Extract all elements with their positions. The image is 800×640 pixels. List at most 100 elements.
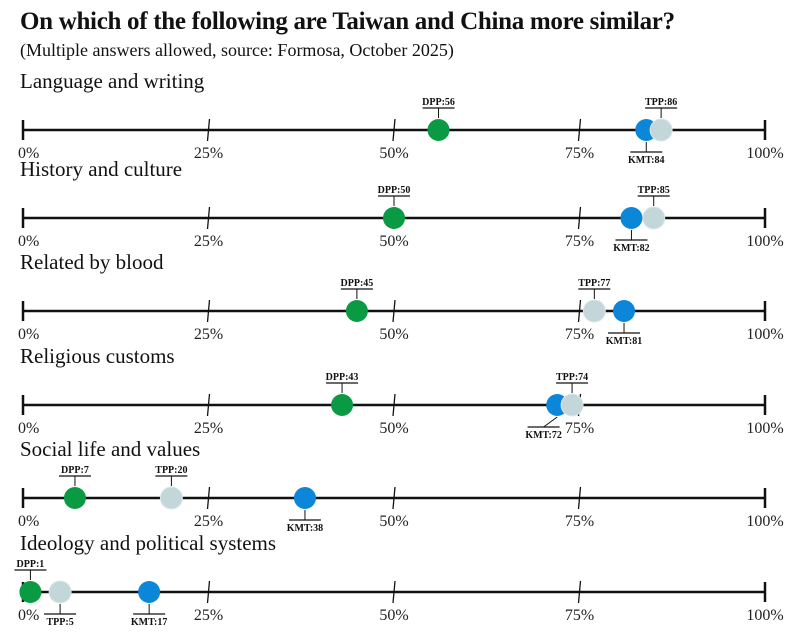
axis-tick xyxy=(206,206,211,230)
chart-subtitle: (Multiple answers allowed, source: Formo… xyxy=(20,40,454,60)
kmt-label-group: KMT:81 xyxy=(606,323,642,347)
chart-title: On which of the following are Taiwan and… xyxy=(20,8,675,35)
dpp-label-group: DPP:50 xyxy=(378,185,411,206)
dpp-value-label: DPP:7 xyxy=(61,465,89,476)
dpp-dot xyxy=(19,581,42,603)
tick-label: 75% xyxy=(565,420,594,437)
tick-label: 50% xyxy=(379,420,408,437)
axis-tick xyxy=(577,118,582,142)
category-label: History and culture xyxy=(20,157,182,181)
kmt-dot xyxy=(613,300,636,322)
dpp-label-group: DPP:7 xyxy=(58,465,91,486)
kmt-label-group: KMT:82 xyxy=(613,230,650,254)
tick-label: 50% xyxy=(379,513,408,530)
tick-label: 50% xyxy=(379,145,408,162)
kmt-leader-line xyxy=(543,416,558,428)
tpp-label-group: TPP:5 xyxy=(44,604,77,628)
dpp-value-label: DPP:50 xyxy=(378,185,411,196)
tick-label: 75% xyxy=(565,145,594,162)
category-label: Language and writing xyxy=(20,69,205,93)
tick-label: 100% xyxy=(746,607,783,624)
tick-label: 100% xyxy=(746,145,783,162)
axis-tick xyxy=(577,299,582,323)
category-label: Ideology and political systems xyxy=(20,531,276,555)
tpp-value-label: TPP:20 xyxy=(155,465,187,476)
tick-label: 25% xyxy=(194,145,223,162)
tick-label: 0% xyxy=(18,607,39,624)
tick-label: 0% xyxy=(18,420,39,437)
tick-label: 0% xyxy=(18,145,39,162)
dpp-dot xyxy=(383,207,405,229)
tpp-label-group: TPP:77 xyxy=(578,278,610,299)
tpp-label-group: TPP:74 xyxy=(556,372,588,393)
tick-label: 25% xyxy=(194,420,223,437)
tpp-value-label: TPP:74 xyxy=(556,372,588,383)
tick-label: 75% xyxy=(565,607,594,624)
tick-label: 0% xyxy=(18,326,39,343)
axis-tick xyxy=(577,580,582,604)
kmt-value-label: KMT:84 xyxy=(628,155,664,166)
axis-tick xyxy=(206,580,211,604)
tick-label: 75% xyxy=(565,233,594,250)
kmt-dot xyxy=(293,487,316,509)
kmt-label-group: KMT:72 xyxy=(525,416,562,441)
tick-label: 50% xyxy=(379,233,408,250)
tick-label: 25% xyxy=(194,513,223,530)
dpp-dot xyxy=(345,300,368,322)
kmt-value-label: KMT:38 xyxy=(287,523,323,534)
dpp-label-group: DPP:1 xyxy=(14,559,47,580)
dpp-label-group: DPP:45 xyxy=(341,278,374,299)
category-label: Social life and values xyxy=(20,437,200,461)
axis-tick xyxy=(577,206,582,230)
dpp-value-label: DPP:56 xyxy=(422,97,455,108)
kmt-value-label: KMT:72 xyxy=(525,430,561,441)
tpp-label-group: TPP:20 xyxy=(155,465,188,486)
tpp-dot xyxy=(560,393,584,417)
kmt-dot xyxy=(138,581,161,603)
tick-label: 0% xyxy=(18,513,39,530)
axis-tick xyxy=(577,486,582,510)
tick-label: 75% xyxy=(565,513,594,530)
tick-label: 100% xyxy=(746,233,783,250)
kmt-dot xyxy=(620,207,643,229)
tick-label: 25% xyxy=(194,326,223,343)
kmt-value-label: KMT:17 xyxy=(131,617,167,628)
tick-label: 0% xyxy=(18,233,39,250)
axis-tick xyxy=(206,486,211,510)
dpp-dot xyxy=(63,487,86,509)
axis-tick xyxy=(392,580,396,604)
tpp-value-label: TPP:5 xyxy=(46,617,73,628)
axis-tick xyxy=(392,393,396,417)
dpp-label-group: DPP:43 xyxy=(326,372,358,393)
tick-label: 100% xyxy=(746,326,783,343)
tick-label: 50% xyxy=(379,607,408,624)
axis-tick xyxy=(392,486,396,510)
dpp-dot xyxy=(331,394,354,416)
tpp-dot xyxy=(642,206,666,230)
tpp-dot xyxy=(582,299,606,323)
kmt-label-group: KMT:38 xyxy=(287,510,323,534)
tpp-value-label: TPP:86 xyxy=(645,97,677,108)
tick-label: 100% xyxy=(746,420,783,437)
tpp-dot xyxy=(48,580,72,604)
dpp-dot xyxy=(427,119,450,141)
dpp-value-label: DPP:45 xyxy=(341,278,374,289)
dpp-label-group: DPP:56 xyxy=(422,97,455,118)
kmt-value-label: KMT:81 xyxy=(606,336,642,347)
category-label: Religious customs xyxy=(20,344,175,368)
dpp-value-label: DPP:1 xyxy=(17,559,45,570)
tpp-value-label: TPP:85 xyxy=(638,185,670,196)
tpp-label-group: TPP:86 xyxy=(645,97,677,118)
tpp-value-label: TPP:77 xyxy=(578,278,610,289)
kmt-label-group: KMT:84 xyxy=(628,142,665,166)
axis-tick xyxy=(392,118,396,142)
tick-label: 50% xyxy=(379,326,408,343)
tick-label: 25% xyxy=(194,607,223,624)
kmt-label-group: KMT:17 xyxy=(131,604,167,628)
tpp-dot xyxy=(649,118,673,142)
tick-label: 100% xyxy=(746,513,783,530)
axis-tick xyxy=(206,118,211,142)
axis-tick xyxy=(206,393,211,417)
tick-label: 25% xyxy=(194,233,223,250)
